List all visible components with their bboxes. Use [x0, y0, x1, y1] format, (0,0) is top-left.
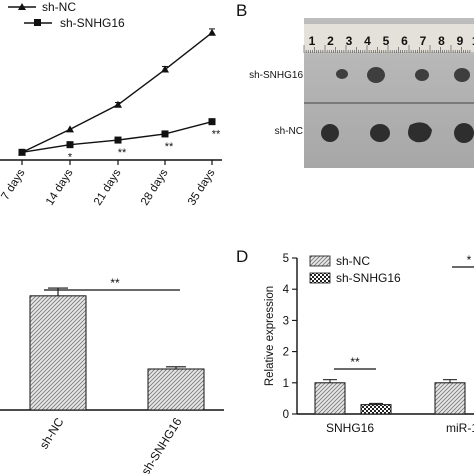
panel-a-legend: sh-NC sh-SNHG16	[8, 0, 125, 30]
bar-sh-nc	[29, 295, 87, 411]
ruler-number: 8	[438, 34, 445, 48]
legend-triangle-marker	[18, 3, 26, 10]
tumor-sample	[408, 122, 432, 143]
y-tick-label: 5	[283, 253, 289, 265]
tumor-sample	[370, 124, 390, 142]
data-point-square	[208, 118, 216, 126]
panel-a-significance: * ******	[68, 129, 221, 164]
tumor-sample	[321, 124, 339, 142]
tumor-sample	[336, 69, 348, 79]
bar-sh-snhg16	[147, 368, 205, 411]
data-point-square	[66, 141, 74, 149]
x-tick-label: 14 days	[44, 167, 76, 208]
bar-sh-nc	[314, 382, 346, 415]
ruler-strip	[304, 24, 474, 54]
legend-label-sh-nc: sh-NC	[42, 0, 76, 14]
data-point-square	[161, 130, 169, 138]
y-tick-label: 1	[283, 378, 289, 390]
category-label: sh-NC	[37, 415, 67, 452]
ruler-number: 10	[472, 34, 474, 48]
x-tick-label: 21 days	[92, 167, 124, 208]
data-point-triangle	[114, 100, 122, 108]
legend-label-sh-nc: sh-NC	[336, 254, 370, 268]
category-label: sh-SNHG16	[138, 415, 184, 474]
panel-a-x-tick-labels: 7 days 14 days 21 days 28 days 35 days	[0, 167, 218, 208]
significance-label: *	[467, 253, 472, 267]
significance-label: **	[212, 129, 221, 141]
panel-d-y-tick-labels: 0 1 2 3 4 5	[283, 253, 290, 421]
data-point-triangle	[66, 125, 74, 133]
panel-a-markers	[18, 28, 216, 156]
ruler-number: 2	[327, 34, 334, 48]
tumor-sample	[367, 67, 385, 83]
legend-label-sh-snhg16: sh-SNHG16	[336, 271, 401, 285]
significance-label: *	[68, 152, 73, 164]
ruler-number: 4	[364, 34, 371, 48]
y-tick-label: 4	[283, 284, 290, 296]
panel-c-bars	[29, 295, 205, 411]
tumor-samples-sh-snhg16	[336, 67, 470, 83]
ruler-number: 6	[401, 34, 408, 48]
ruler-tick-marks	[303, 45, 471, 53]
panel-d-category-labels: SNHG16 miR-1-	[326, 421, 474, 435]
series-line-sh-nc	[21, 32, 213, 153]
panel-a-line-chart: 7 days 14 days 21 days 28 days 35 days * ****…	[0, 0, 222, 208]
y-tick-label: 0	[283, 409, 289, 421]
panel-c-category-labels: sh-NC sh-SNHG16	[37, 415, 185, 474]
x-tick-label: 7 days	[0, 167, 28, 202]
tumor-sample	[415, 69, 429, 81]
y-tick-label: 2	[283, 347, 289, 359]
tumor-sample	[454, 68, 470, 82]
panel-d-y-axis-label: Relative expression	[264, 286, 276, 386]
category-label: miR-1-	[446, 421, 474, 435]
ruler-number: 9	[457, 34, 464, 48]
tumor-samples-sh-nc	[321, 122, 474, 143]
legend-label-sh-snhg16: sh-SNHG16	[60, 16, 125, 30]
panel-b-letter: B	[236, 1, 247, 20]
panel-d-significance-mir: *	[452, 253, 474, 268]
legend-swatch-sh-snhg16	[309, 272, 331, 284]
ruler-number: 3	[346, 34, 353, 48]
data-point-triangle	[208, 28, 216, 36]
panel-d-y-ticks	[292, 257, 297, 415]
panel-a-series-lines	[21, 32, 213, 154]
bar-sh-snhg16	[360, 404, 392, 415]
panel-d-significance-snhg16: **	[334, 355, 376, 370]
row-label-sh-nc: sh-NC	[275, 126, 303, 137]
ruler-number: 1	[309, 34, 316, 48]
x-tick-label: 28 days	[139, 167, 171, 208]
row-label-sh-snhg16: sh-SNHG16	[249, 70, 303, 81]
panel-d-legend: sh-NC sh-SNHG16	[309, 254, 401, 285]
panel-c-bar-chart: sh-NC sh-SNHG16 **	[0, 276, 224, 474]
data-point-square	[18, 148, 26, 156]
panel-c-significance-label: **	[110, 276, 120, 290]
ruler-number: 5	[383, 34, 390, 48]
ruler-number: 7	[420, 34, 427, 48]
data-point-triangle	[161, 65, 169, 73]
data-point-square	[114, 136, 122, 144]
panel-d-error-bars	[323, 379, 457, 405]
significance-label: **	[118, 147, 127, 159]
panel-d-letter: D	[236, 247, 248, 266]
panel-a-x-ticks	[21, 160, 213, 165]
legend-square-marker	[34, 19, 41, 26]
panel-d-bar-chart: D 0 1 2 3 4 5 Relative expression SNHG16 miR-1…	[236, 247, 474, 435]
x-tick-label: 35 days	[186, 167, 218, 208]
panel-d-bars	[314, 382, 466, 415]
bar-sh-nc	[434, 382, 466, 415]
panel-c-error-bars	[48, 287, 186, 369]
category-label: SNHG16	[326, 421, 374, 435]
significance-label: **	[350, 355, 360, 369]
significance-label: **	[165, 141, 174, 153]
legend-swatch-sh-nc	[309, 255, 331, 267]
tumor-sample	[454, 123, 474, 143]
y-tick-label: 3	[283, 315, 289, 327]
